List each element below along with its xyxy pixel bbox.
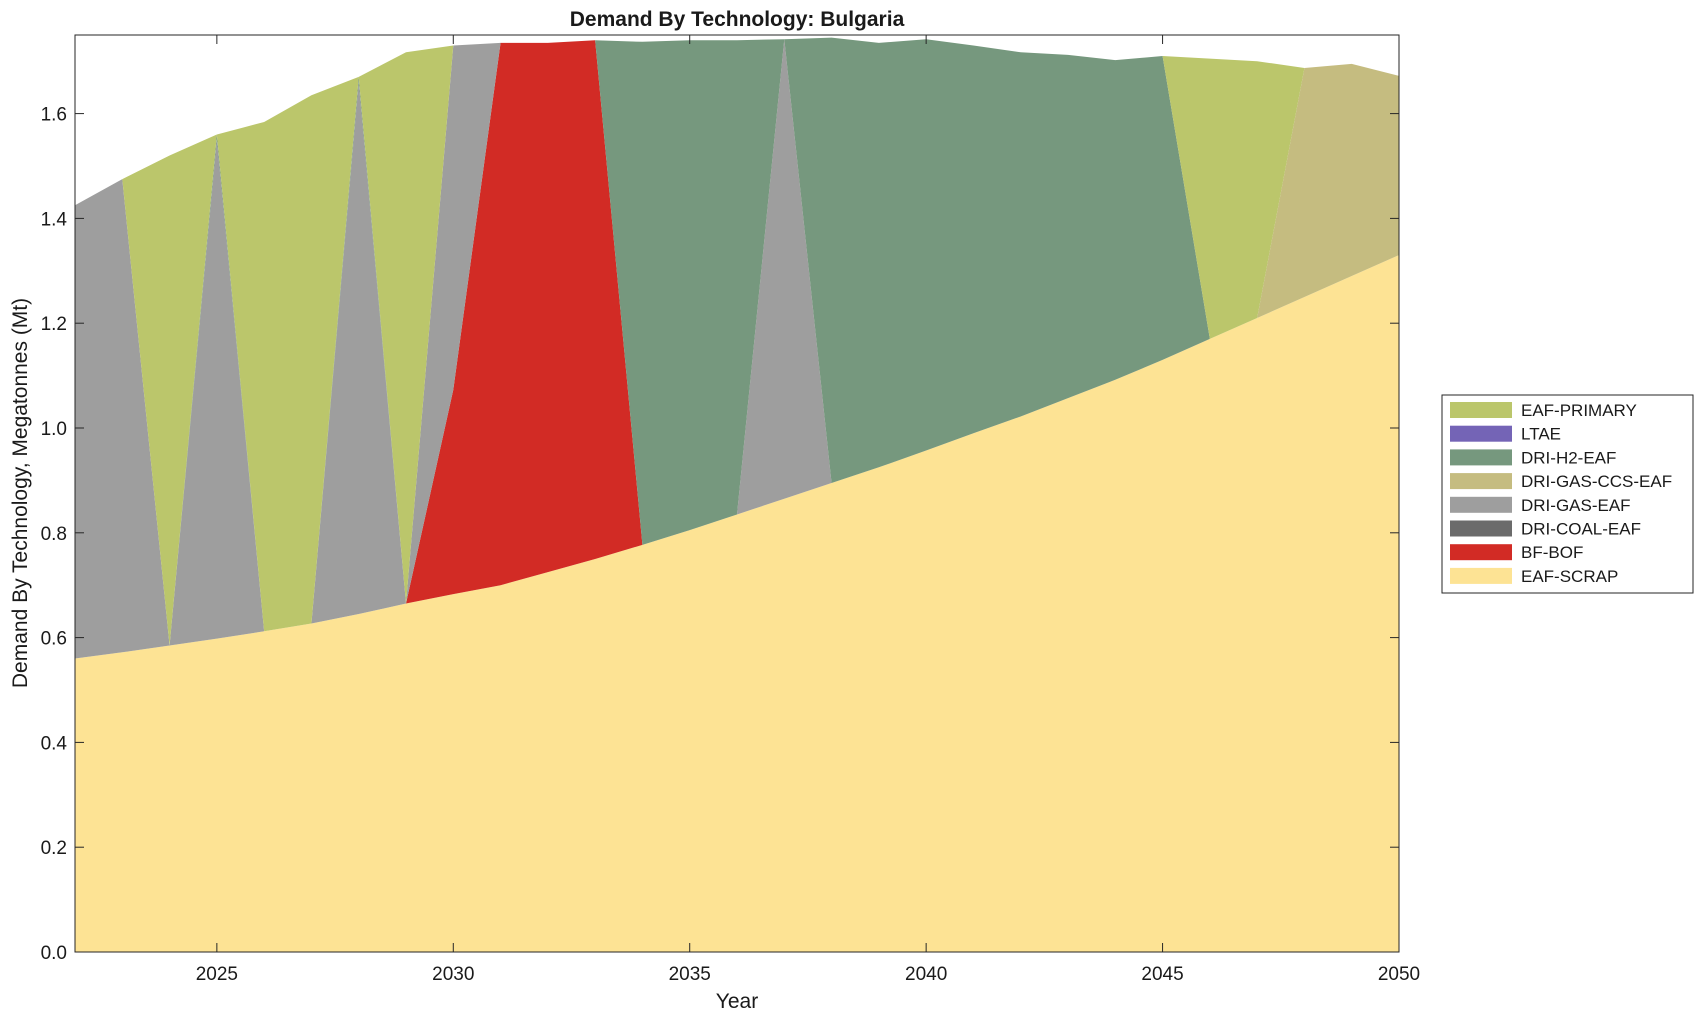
y-tick-label: 0.2: [41, 838, 67, 859]
area-eaf-scrap: [75, 255, 1399, 952]
legend-swatch: [1450, 449, 1512, 466]
x-tick-label: 2030: [432, 964, 474, 985]
y-tick-label: 1.0: [41, 419, 67, 440]
y-tick-label: 1.2: [41, 314, 67, 335]
x-tick-label: 2035: [669, 964, 711, 985]
legend-label: DRI-H2-EAF: [1521, 448, 1616, 467]
legend-swatch: [1450, 544, 1512, 561]
y-tick-label: 0.8: [41, 524, 67, 545]
x-axis-label: Year: [716, 990, 758, 1013]
chart-title: Demand By Technology: Bulgaria: [570, 8, 905, 31]
legend-label: EAF-SCRAP: [1521, 567, 1618, 586]
x-tick-label: 2025: [196, 964, 238, 985]
y-tick-label: 0.0: [41, 943, 67, 964]
plot-frame: [74, 34, 1400, 953]
legend-box: [1441, 394, 1694, 594]
area-dri-h2-eaf: [75, 37, 1399, 646]
y-axis-label: Demand By Technology, Megatonnes (Mt): [9, 298, 32, 688]
area-eaf-primary: [75, 37, 1399, 646]
legend-label: EAF-PRIMARY: [1521, 401, 1637, 420]
legend-label: BF-BOF: [1521, 543, 1583, 562]
y-tick-label: 1.4: [41, 209, 68, 230]
y-tick-label: 0.6: [41, 629, 67, 650]
x-axis: 2025 2030 2035 2040 2045 2050: [196, 35, 1420, 985]
legend-label: LTAE: [1521, 425, 1561, 444]
legend-label: DRI-COAL-EAF: [1521, 520, 1641, 539]
x-tick-label: 2050: [1378, 964, 1420, 985]
legend-swatch: [1450, 520, 1512, 537]
area-layers: [75, 37, 1399, 952]
legend-swatch: [1450, 425, 1512, 442]
x-tick-label: 2045: [1141, 964, 1183, 985]
legend-swatch: [1450, 402, 1512, 418]
legend-swatch: [1450, 567, 1512, 584]
legend: EAF-PRIMARY LTAE DRI-H2-EAF DRI-GAS-CCS-EAF…: [1441, 394, 1694, 594]
y-tick-label: 0.4: [41, 733, 68, 754]
legend-label: DRI-GAS-EAF: [1521, 496, 1631, 515]
legend-swatch: [1450, 496, 1512, 513]
x-tick-label: 2040: [905, 964, 947, 985]
y-tick-label: 1.6: [41, 105, 67, 126]
area-dri-gas-eaf: [75, 39, 1399, 659]
legend-label: DRI-GAS-CCS-EAF: [1521, 472, 1672, 491]
legend-swatch: [1450, 473, 1512, 490]
y-axis: 0.0 0.2 0.4 0.6 0.8 1.0 1.2 1.4 1.6: [41, 105, 1399, 964]
